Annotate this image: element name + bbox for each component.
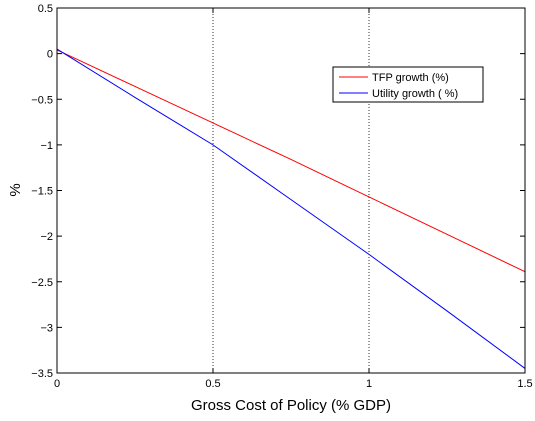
series-line-0	[56, 49, 526, 273]
legend-box	[332, 66, 484, 103]
plot-area	[57, 8, 525, 373]
legend-label-tfp: TFP growth (%)	[372, 72, 449, 84]
x-tick-label-0: 0	[54, 378, 60, 390]
y-tick-label-8: −3.5	[31, 368, 53, 380]
y-tick-label-5: −2	[40, 231, 53, 243]
series-line-1	[56, 48, 526, 369]
y-tick-label-3: −1	[40, 140, 53, 152]
legend: TFP growth (%) Utility growth ( %)	[332, 66, 484, 103]
x-axis-label: Gross Cost of Policy (% GDP)	[191, 397, 391, 414]
x-tick-label-3: 1.5	[517, 378, 532, 390]
series-layer	[56, 48, 526, 369]
y-tick-label-4: −1.5	[31, 186, 53, 198]
tick-labels: 0 0.5 1 1.5 0.5 0 −0.5 −1 −1.5 −2 −2.5 −3 −3.5	[31, 3, 532, 390]
ticks	[56, 7, 526, 374]
y-tick-label-2: −0.5	[31, 94, 53, 106]
y-tick-label-0: 0.5	[38, 3, 53, 15]
y-tick-label-6: −2.5	[31, 277, 53, 289]
y-tick-label-1: 0	[47, 49, 53, 61]
y-axis-label: %	[7, 183, 24, 196]
y-tick-label-7: −3	[40, 322, 53, 334]
x-tick-label-1: 0.5	[205, 378, 220, 390]
x-tick-label-2: 1	[366, 378, 372, 390]
legend-label-utility: Utility growth ( %)	[372, 88, 458, 100]
